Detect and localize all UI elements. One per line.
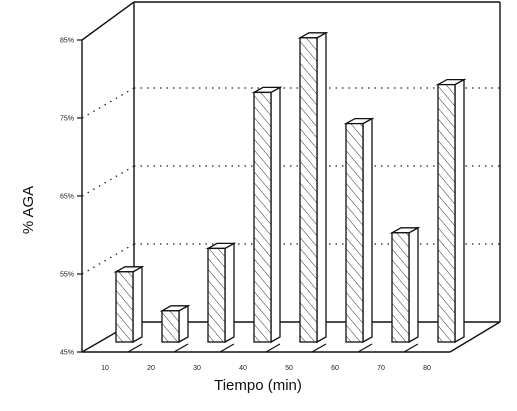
x-tick-label: 80 <box>423 365 431 372</box>
bar-side-face <box>454 78 465 344</box>
x-tick-mark <box>403 343 419 353</box>
x-axis-label: Tiempo (min) <box>214 377 302 394</box>
bar-30 <box>205 242 237 344</box>
gridline-left-wall <box>81 165 135 197</box>
chart-frame <box>77 1 501 353</box>
bar-front-face <box>391 232 410 343</box>
bar-side-face <box>270 86 281 344</box>
x-tick-mark <box>357 343 373 353</box>
bar-front-face <box>345 122 364 343</box>
x-tick-label: 10 <box>101 365 109 372</box>
bar-side-face <box>178 304 189 344</box>
bar-front-face <box>161 310 180 343</box>
bar-80 <box>435 78 467 344</box>
y-tick-label: 45% <box>60 350 74 357</box>
top-left-connector <box>81 1 135 41</box>
floor-right-edge <box>449 321 501 353</box>
y-tick-label: 65% <box>60 194 74 201</box>
gridlines <box>81 87 500 275</box>
bar-side-face <box>132 265 143 344</box>
bar-70 <box>389 226 421 344</box>
y-tick-label: 75% <box>60 116 74 123</box>
x-tick-label: 60 <box>331 365 339 372</box>
x-tick-label: 70 <box>377 365 385 372</box>
bar-side-face <box>408 226 419 344</box>
y-tick-labels: 45% 55% 65% 75% 85% <box>60 38 74 357</box>
bar-side-face <box>316 31 327 344</box>
y-axis-label: % AGA <box>20 186 37 234</box>
y-tick-label: 55% <box>60 272 74 279</box>
bar-front-face <box>253 91 272 343</box>
bar-side-face <box>224 242 235 344</box>
bar-20 <box>159 304 191 344</box>
x-tick-labels: 10 20 30 40 50 60 70 80 <box>101 365 431 372</box>
x-tick-mark <box>265 343 281 353</box>
bar-40 <box>251 86 283 344</box>
bar-side-face <box>362 117 373 344</box>
x-tick-label: 30 <box>193 365 201 372</box>
bar-front-face <box>115 271 134 343</box>
x-tick-mark <box>311 343 327 353</box>
bar-60 <box>343 117 375 344</box>
bar-50 <box>297 31 329 344</box>
x-tick-mark <box>127 343 143 353</box>
x-tick-label: 20 <box>147 365 155 372</box>
bars <box>113 31 467 344</box>
x-tick-mark <box>173 343 189 353</box>
x-tick-mark <box>219 343 235 353</box>
gridline-left-wall <box>81 87 135 119</box>
bar-front-face <box>437 83 456 343</box>
bar-front-face <box>207 247 226 343</box>
y-tick-label: 85% <box>60 38 74 45</box>
x-tick-label: 50 <box>285 365 293 372</box>
x-tick-label: 40 <box>239 365 247 372</box>
bar-10 <box>113 265 145 344</box>
bar-front-face <box>299 37 318 343</box>
